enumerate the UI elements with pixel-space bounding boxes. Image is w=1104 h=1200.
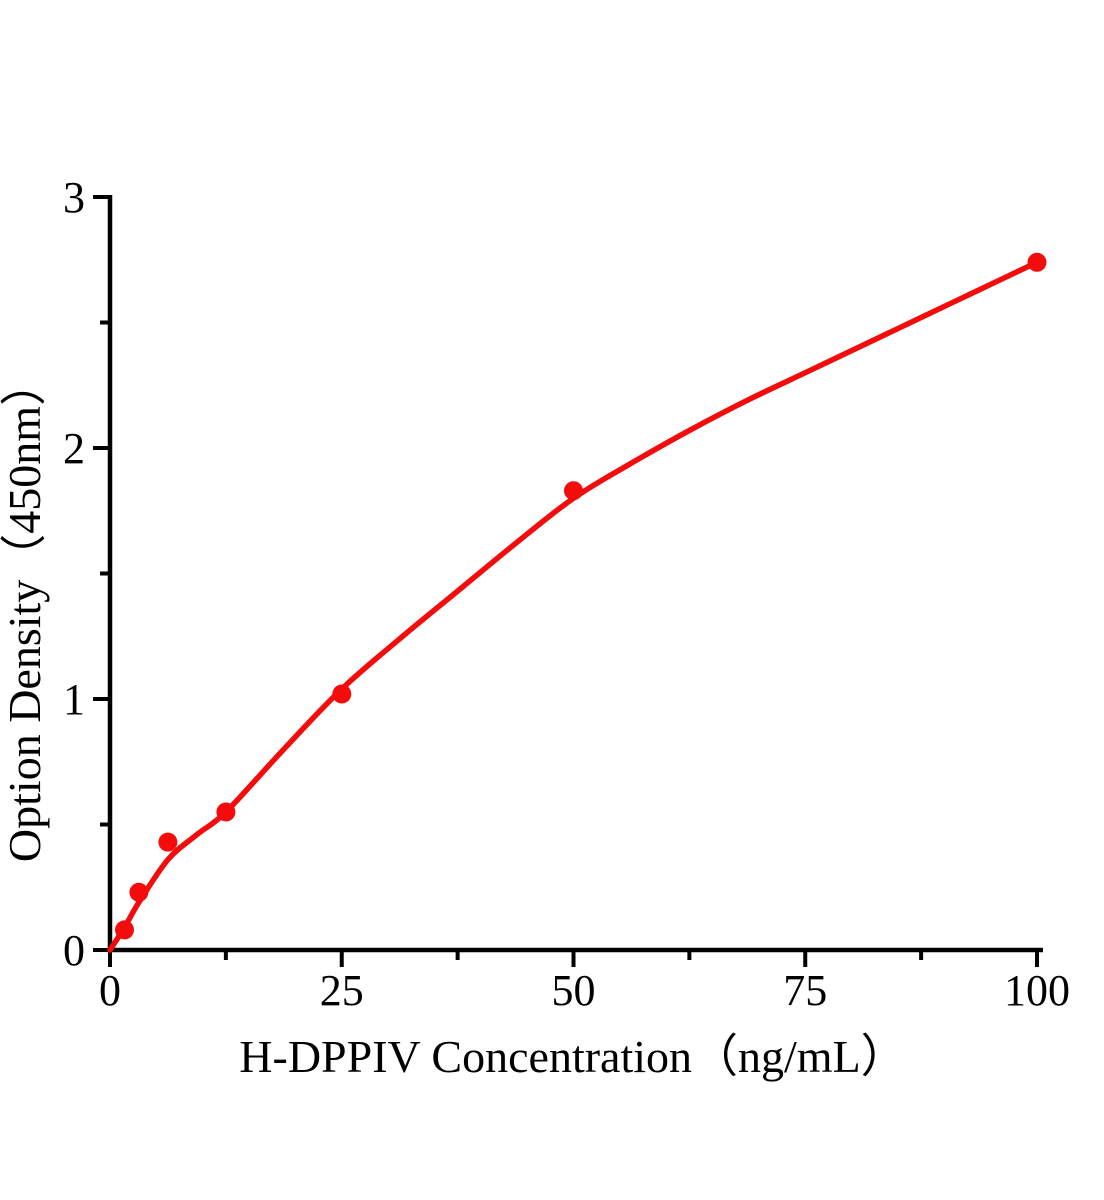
- data-points: [115, 252, 1047, 940]
- x-tick-label: 75: [783, 966, 827, 1015]
- data-point: [129, 882, 149, 902]
- data-point: [216, 802, 236, 822]
- fit-curve-line: [107, 259, 1040, 953]
- y-tick-label: 1: [63, 675, 85, 724]
- y-tick-label: 0: [63, 926, 85, 975]
- x-tick-label: 0: [99, 966, 121, 1015]
- data-point: [564, 481, 583, 501]
- x-tick-label: 25: [320, 966, 364, 1015]
- x-axis-tick-labels: 0 25 50 75 100: [99, 966, 1070, 1015]
- x-axis: 0 25 50 75 100: [99, 947, 1070, 1015]
- data-point: [1027, 252, 1047, 272]
- y-tick-label: 3: [63, 173, 85, 222]
- y-axis: 0 1 2 3: [63, 173, 113, 975]
- x-axis-title: H-DPPIV Concentration（ng/mL）: [239, 1031, 906, 1082]
- x-tick-label: 100: [1004, 966, 1070, 1015]
- y-axis-title: Option Density（450nm）: [0, 360, 50, 862]
- y-axis-tick-labels: 0 1 2 3: [63, 173, 85, 975]
- y-tick-label: 2: [63, 424, 85, 473]
- x-tick-label: 50: [552, 966, 596, 1015]
- data-point: [332, 684, 352, 704]
- data-point: [115, 920, 134, 940]
- data-point: [158, 832, 178, 852]
- x-axis-ticks: [108, 950, 1039, 967]
- y-axis-ticks: [93, 195, 110, 952]
